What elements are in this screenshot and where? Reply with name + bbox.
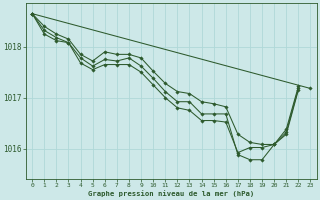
X-axis label: Graphe pression niveau de la mer (hPa): Graphe pression niveau de la mer (hPa) [88, 190, 254, 197]
